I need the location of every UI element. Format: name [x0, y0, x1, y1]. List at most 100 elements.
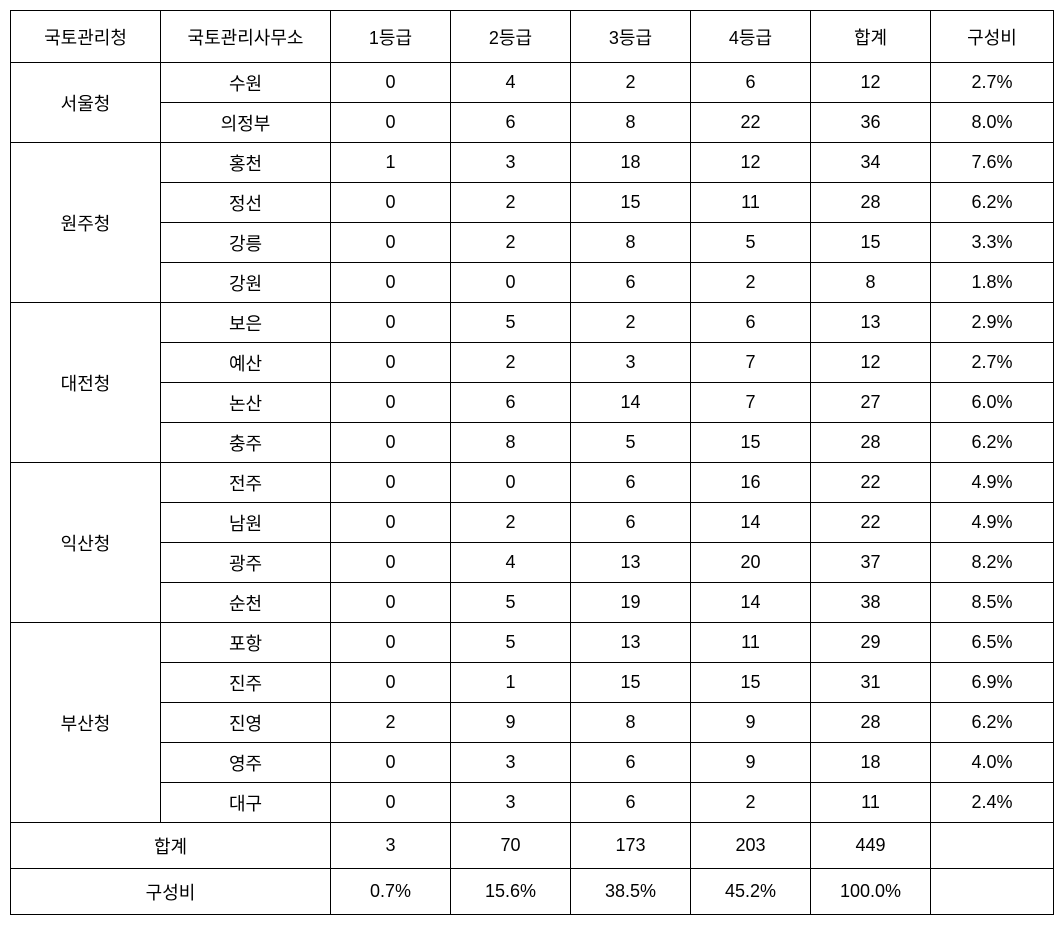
total-cell: 3 [331, 823, 451, 869]
data-cell: 12 [691, 143, 811, 183]
data-cell: 6 [571, 503, 691, 543]
data-cell: 2 [691, 263, 811, 303]
data-cell: 28 [811, 703, 931, 743]
data-cell: 2.4% [931, 783, 1054, 823]
total-row: 합계370173203449 [11, 823, 1054, 869]
data-cell: 2 [571, 63, 691, 103]
data-cell: 홍천 [161, 143, 331, 183]
data-cell: 영주 [161, 743, 331, 783]
data-cell: 18 [811, 743, 931, 783]
total-cell [931, 823, 1054, 869]
table-row: 충주08515286.2% [11, 423, 1054, 463]
table-row: 강릉0285153.3% [11, 223, 1054, 263]
data-cell: 13 [571, 623, 691, 663]
table-row: 의정부06822368.0% [11, 103, 1054, 143]
data-cell: 강원 [161, 263, 331, 303]
ratio-label: 구성비 [11, 869, 331, 915]
data-cell: 3 [451, 143, 571, 183]
data-cell: 3.3% [931, 223, 1054, 263]
data-cell: 0 [331, 263, 451, 303]
header-cell: 2등급 [451, 11, 571, 63]
data-cell: 20 [691, 543, 811, 583]
header-cell: 국토관리사무소 [161, 11, 331, 63]
data-cell: 6.0% [931, 383, 1054, 423]
data-cell: 28 [811, 423, 931, 463]
data-cell: 1 [451, 663, 571, 703]
data-cell: 12 [811, 343, 931, 383]
table-row: 익산청전주00616224.9% [11, 463, 1054, 503]
data-cell: 11 [811, 783, 931, 823]
header-cell: 4등급 [691, 11, 811, 63]
data-cell: 강릉 [161, 223, 331, 263]
header-cell: 1등급 [331, 11, 451, 63]
data-cell: 대구 [161, 783, 331, 823]
data-cell: 15 [691, 423, 811, 463]
data-cell: 순천 [161, 583, 331, 623]
data-cell: 2 [691, 783, 811, 823]
data-cell: 8 [571, 703, 691, 743]
group-cell: 대전청 [11, 303, 161, 463]
data-cell: 14 [571, 383, 691, 423]
data-cell: 0 [451, 463, 571, 503]
data-cell: 8.5% [931, 583, 1054, 623]
data-cell: 0 [331, 423, 451, 463]
data-cell: 5 [571, 423, 691, 463]
data-cell: 22 [811, 463, 931, 503]
data-cell: 22 [811, 503, 931, 543]
data-cell: 0 [331, 783, 451, 823]
data-cell: 13 [571, 543, 691, 583]
data-cell: 수원 [161, 63, 331, 103]
data-cell: 0 [331, 583, 451, 623]
data-cell: 6.2% [931, 423, 1054, 463]
table-row: 순천051914388.5% [11, 583, 1054, 623]
header-cell: 합계 [811, 11, 931, 63]
table-row: 진영2989286.2% [11, 703, 1054, 743]
data-cell: 9 [451, 703, 571, 743]
data-cell: 2 [451, 223, 571, 263]
data-cell: 6.2% [931, 183, 1054, 223]
data-cell: 2 [571, 303, 691, 343]
total-label: 합계 [11, 823, 331, 869]
data-cell: 14 [691, 503, 811, 543]
data-cell: 0 [331, 303, 451, 343]
data-cell: 11 [691, 623, 811, 663]
data-cell: 6 [691, 303, 811, 343]
data-cell: 0 [331, 543, 451, 583]
group-cell: 부산청 [11, 623, 161, 823]
data-cell: 광주 [161, 543, 331, 583]
data-cell: 2 [451, 503, 571, 543]
data-cell: 19 [571, 583, 691, 623]
data-cell: 13 [811, 303, 931, 343]
data-cell: 보은 [161, 303, 331, 343]
data-cell: 2.9% [931, 303, 1054, 343]
table-row: 대구0362112.4% [11, 783, 1054, 823]
data-cell: 16 [691, 463, 811, 503]
ratio-cell: 45.2% [691, 869, 811, 915]
data-cell: 0 [331, 103, 451, 143]
data-cell: 8 [811, 263, 931, 303]
data-cell: 예산 [161, 343, 331, 383]
data-cell: 0 [331, 663, 451, 703]
data-cell: 1 [331, 143, 451, 183]
table-row: 광주041320378.2% [11, 543, 1054, 583]
total-cell: 449 [811, 823, 931, 869]
table-row: 서울청수원0426122.7% [11, 63, 1054, 103]
data-cell: 27 [811, 383, 931, 423]
header-cell: 3등급 [571, 11, 691, 63]
data-cell: 37 [811, 543, 931, 583]
data-cell: 3 [571, 343, 691, 383]
data-cell: 진주 [161, 663, 331, 703]
data-cell: 0 [451, 263, 571, 303]
data-cell: 18 [571, 143, 691, 183]
table-row: 영주0369184.0% [11, 743, 1054, 783]
data-cell: 2 [451, 183, 571, 223]
data-cell: 28 [811, 183, 931, 223]
total-cell: 70 [451, 823, 571, 869]
header-row: 국토관리청국토관리사무소1등급2등급3등급4등급합계구성비 [11, 11, 1054, 63]
data-cell: 5 [451, 583, 571, 623]
data-cell: 12 [811, 63, 931, 103]
data-cell: 2 [451, 343, 571, 383]
ratio-cell: 0.7% [331, 869, 451, 915]
data-cell: 0 [331, 383, 451, 423]
data-cell: 0 [331, 623, 451, 663]
